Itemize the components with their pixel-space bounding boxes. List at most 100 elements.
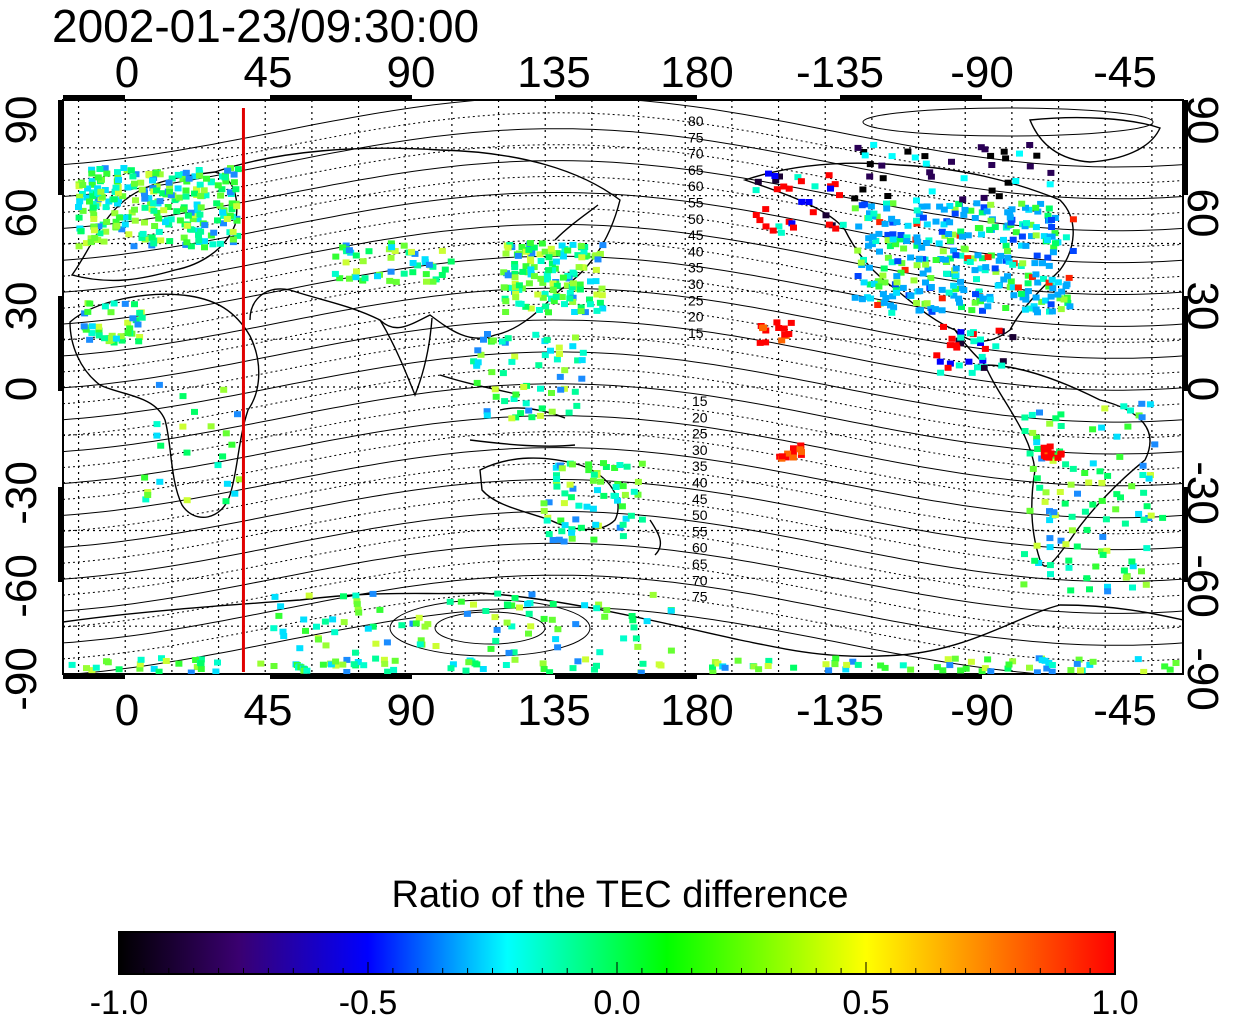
tec-data-point	[552, 636, 560, 643]
tec-data-point	[1018, 242, 1025, 249]
tec-data-point	[1019, 294, 1027, 301]
tec-data-point	[901, 266, 909, 273]
tec-data-point	[525, 407, 533, 414]
tec-data-point	[89, 204, 97, 211]
tec-data-point	[188, 226, 196, 233]
tec-data-point	[567, 494, 575, 501]
tec-data-point	[843, 661, 851, 668]
tec-data-point	[101, 187, 109, 193]
tec-data-point	[107, 309, 115, 316]
tec-data-point	[555, 344, 563, 351]
tec-data-point	[183, 222, 191, 229]
tec-data-point	[596, 649, 604, 656]
tec-data-point	[894, 258, 902, 265]
tec-data-point	[968, 369, 976, 376]
contour-label: 35	[688, 260, 704, 276]
tec-data-point	[501, 398, 509, 405]
tec-data-point	[933, 352, 941, 359]
lon-tick-top: 90	[386, 48, 436, 97]
tec-data-point	[896, 236, 904, 243]
tec-data-point	[1052, 415, 1060, 422]
tec-data-point	[1021, 428, 1029, 434]
tec-data-point	[1138, 400, 1146, 407]
tec-data-point	[964, 232, 972, 239]
tec-data-point	[218, 186, 226, 193]
tec-data-point	[545, 254, 553, 261]
tec-data-point	[977, 340, 984, 346]
tec-data-point	[502, 662, 510, 668]
tec-data-point	[536, 412, 544, 419]
tec-data-point	[946, 342, 954, 349]
lon-tick-bottom: -135	[795, 686, 885, 735]
tec-data-point	[88, 178, 96, 185]
tec-data-point	[398, 622, 406, 629]
tec-data-point	[1065, 557, 1073, 564]
tec-data-point	[477, 351, 485, 358]
tec-data-point	[114, 189, 122, 196]
tec-data-point	[470, 358, 478, 365]
tec-data-point	[94, 185, 102, 192]
tec-data-point	[643, 618, 651, 625]
tec-data-point	[790, 224, 797, 231]
tec-data-point	[213, 200, 221, 207]
tec-data-point	[568, 461, 576, 468]
contour-line	[63, 207, 1183, 280]
tec-data-point	[1166, 666, 1174, 673]
tec-data-point	[1139, 462, 1147, 469]
tec-data-point	[1028, 233, 1035, 240]
tec-data-point	[628, 613, 636, 619]
tec-data-point	[1081, 508, 1089, 515]
tec-data-point	[549, 280, 557, 287]
tec-data-point	[949, 231, 957, 238]
contour-ellipse	[389, 599, 591, 657]
tec-data-point	[113, 222, 121, 229]
tec-data-point	[108, 332, 116, 339]
tec-data-point	[1036, 409, 1043, 416]
tec-data-point	[923, 300, 931, 307]
tec-data-point	[589, 505, 597, 512]
tec-data-point	[537, 275, 545, 282]
tec-data-point	[611, 465, 619, 471]
tec-data-point	[1026, 664, 1033, 671]
tec-data-point	[946, 360, 954, 367]
tec-data-point	[569, 241, 577, 248]
tec-data-point	[332, 662, 340, 669]
tec-data-point	[777, 229, 785, 236]
tec-data-point	[585, 467, 593, 474]
tec-data-point	[88, 181, 96, 188]
tec-data-point	[149, 185, 157, 192]
tec-data-point	[1026, 305, 1034, 312]
tec-data-point	[581, 309, 589, 316]
tec-data-point	[438, 272, 446, 278]
tec-data-point	[1089, 658, 1097, 665]
tec-data-point	[988, 162, 996, 168]
tec-data-point	[769, 227, 777, 234]
tec-data-point	[499, 370, 507, 377]
tec-data-point	[1049, 457, 1057, 464]
tec-data-point	[960, 175, 968, 182]
tec-data-point	[502, 309, 510, 315]
tec-data-point	[353, 601, 361, 608]
tec-data-point	[86, 198, 93, 205]
tec-data-point	[938, 228, 946, 235]
tec-data-point	[884, 193, 892, 199]
tec-data-point	[75, 243, 83, 250]
tec-data-point	[620, 635, 628, 642]
tec-data-point	[874, 278, 882, 285]
tec-data-point	[566, 481, 574, 488]
tec-data-point	[893, 289, 901, 296]
tec-data-point	[1010, 292, 1018, 299]
tec-data-point	[1073, 660, 1081, 667]
tec-data-point	[1104, 588, 1112, 595]
tec-data-point	[219, 453, 227, 460]
tec-data-point	[592, 521, 600, 528]
tec-data-point	[1046, 517, 1054, 524]
tec-data-point	[581, 602, 589, 609]
tec-data-point	[421, 259, 429, 265]
tec-data-point	[627, 512, 635, 519]
tec-data-point	[600, 460, 607, 467]
tec-data-point	[1037, 200, 1045, 207]
tec-data-point	[775, 325, 783, 331]
tec-data-point	[893, 273, 901, 280]
contour-label: 35	[692, 458, 708, 474]
